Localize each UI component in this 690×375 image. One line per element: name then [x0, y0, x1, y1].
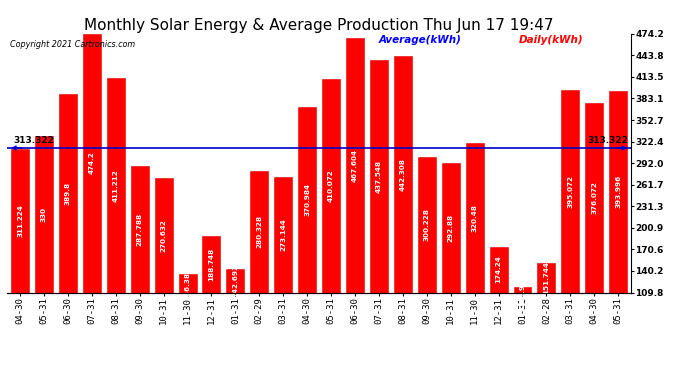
Bar: [442, 162, 460, 292]
Text: 474.2: 474.2: [89, 152, 95, 174]
Text: 376.072: 376.072: [591, 182, 598, 214]
Bar: [322, 79, 340, 292]
Bar: [394, 56, 412, 292]
Text: 442.308: 442.308: [400, 158, 406, 191]
Bar: [59, 94, 77, 292]
Bar: [274, 177, 292, 292]
Bar: [466, 143, 484, 292]
Text: 174.24: 174.24: [495, 256, 502, 284]
Text: 370.984: 370.984: [304, 183, 310, 216]
Text: 389.8: 389.8: [65, 182, 71, 205]
Bar: [83, 34, 101, 292]
Text: 300.228: 300.228: [424, 209, 430, 242]
Bar: [107, 78, 125, 292]
Text: 311.224: 311.224: [17, 205, 23, 237]
Bar: [538, 263, 555, 292]
Bar: [202, 237, 220, 292]
Text: Copyright 2021 Cartronics.com: Copyright 2021 Cartronics.com: [10, 40, 135, 49]
Text: 116.984: 116.984: [520, 273, 526, 306]
Text: 393.996: 393.996: [615, 175, 621, 208]
Text: 142.692: 142.692: [233, 264, 238, 297]
Bar: [585, 104, 603, 292]
Text: 188.748: 188.748: [208, 248, 215, 281]
Bar: [513, 287, 531, 292]
Text: 410.072: 410.072: [328, 170, 334, 202]
Text: 136.384: 136.384: [184, 267, 190, 300]
Bar: [155, 178, 172, 292]
Text: 280.328: 280.328: [256, 216, 262, 249]
Text: Daily(kWh): Daily(kWh): [519, 35, 584, 45]
Bar: [562, 90, 580, 292]
Bar: [250, 171, 268, 292]
Bar: [179, 274, 197, 292]
Bar: [609, 91, 627, 292]
Text: 395.072: 395.072: [567, 175, 573, 208]
Text: 292.88: 292.88: [448, 213, 454, 242]
Bar: [418, 157, 436, 292]
Text: 151.744: 151.744: [544, 261, 549, 294]
Text: 437.548: 437.548: [376, 160, 382, 193]
Bar: [11, 150, 29, 292]
Bar: [346, 38, 364, 292]
Text: 467.604: 467.604: [352, 149, 358, 182]
Text: 320.48: 320.48: [472, 204, 477, 232]
Text: 411.212: 411.212: [112, 169, 119, 202]
Text: Average(kWh): Average(kWh): [378, 35, 462, 45]
Text: 313.322: 313.322: [13, 136, 54, 145]
Bar: [35, 136, 53, 292]
Text: 287.788: 287.788: [137, 213, 143, 246]
Bar: [130, 166, 148, 292]
Text: 270.632: 270.632: [161, 219, 166, 252]
Title: Monthly Solar Energy & Average Production Thu Jun 17 19:47: Monthly Solar Energy & Average Productio…: [84, 18, 554, 33]
Bar: [370, 60, 388, 292]
Bar: [490, 247, 508, 292]
Text: 273.144: 273.144: [280, 218, 286, 251]
Text: 313.322: 313.322: [587, 136, 628, 145]
Text: 330: 330: [41, 207, 47, 222]
Bar: [298, 107, 316, 292]
Bar: [226, 269, 244, 292]
